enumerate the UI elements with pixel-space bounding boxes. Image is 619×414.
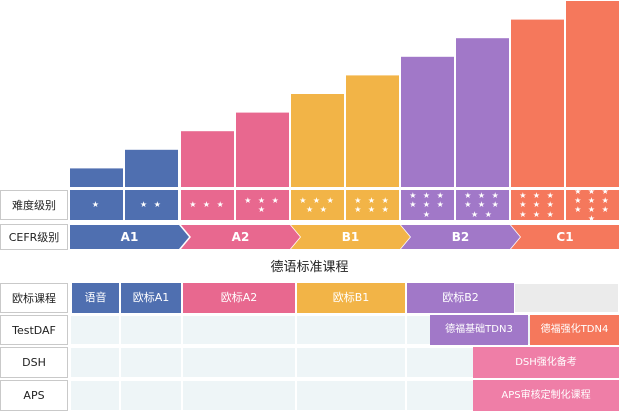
- difficulty-bar-5: [291, 94, 344, 187]
- grid-cell: [120, 380, 182, 411]
- grid-cell: [70, 347, 120, 378]
- difficulty-bar-8: [456, 38, 509, 188]
- aps-row-label: APS: [0, 380, 68, 411]
- course-b2: 欧标B2: [407, 283, 514, 313]
- difficulty-row-label: 难度级别: [0, 190, 68, 220]
- cefr-a1: A1: [70, 225, 189, 249]
- difficulty-bar-10: [566, 1, 619, 187]
- difficulty-bar-6: [346, 75, 399, 187]
- course-tdn3: 德福基础TDN3: [430, 315, 528, 345]
- course-a1: 欧标A1: [121, 283, 181, 313]
- difficulty-stars-7: ★ ★ ★ ★ ★ ★ ★: [401, 190, 454, 220]
- cefr-b2-label: B2: [451, 230, 470, 244]
- grid-cell: [296, 347, 406, 378]
- difficulty-stars-10: ★ ★ ★ ★ ★ ★ ★ ★ ★ ★: [566, 187, 619, 223]
- grid-cell: [182, 347, 296, 378]
- difficulty-stars-5: ★ ★ ★ ★ ★: [291, 190, 344, 220]
- difficulty-bar-4: [236, 112, 289, 187]
- cefr-b1-label: B1: [341, 230, 360, 244]
- difficulty-bar-3: [181, 131, 234, 187]
- grid-cell: [296, 380, 406, 411]
- cefr-a1-label: A1: [120, 230, 139, 244]
- course-phonetics: 语音: [72, 283, 119, 313]
- difficulty-stars-3: ★ ★ ★: [181, 190, 234, 220]
- cefr-row-label: CEFR级别: [0, 224, 68, 250]
- dsh-row-label: DSH: [0, 347, 68, 378]
- difficulty-bar-9: [511, 19, 564, 187]
- difficulty-stars-9: ★ ★ ★ ★ ★ ★ ★ ★ ★: [511, 190, 564, 220]
- course-title: 德语标准课程: [270, 260, 349, 275]
- difficulty-bar-7: [401, 56, 454, 187]
- difficulty-stars-1: ★: [70, 190, 123, 220]
- difficulty-bar-2: [125, 149, 178, 187]
- grid-cell: [182, 380, 296, 411]
- difficulty-stars-2: ★ ★: [125, 190, 178, 220]
- cefr-c1-label: C1: [556, 230, 574, 244]
- difficulty-bar-1: [70, 168, 123, 187]
- europe-empty-cell: [514, 283, 619, 313]
- grid-cell: [70, 380, 120, 411]
- cefr-b1: B1: [291, 225, 410, 249]
- difficulty-bar-chart: [70, 1, 619, 188]
- course-aps: APS审核定制化课程: [473, 380, 619, 411]
- cefr-a2-label: A2: [231, 230, 250, 244]
- grid-cell: [70, 315, 120, 345]
- grid-cell: [182, 315, 296, 345]
- difficulty-stars-6: ★ ★ ★ ★ ★ ★: [346, 190, 399, 220]
- grid-cell: [296, 315, 406, 345]
- grid-cell: [120, 315, 182, 345]
- course-dsh: DSH强化备考: [473, 347, 619, 378]
- difficulty-stars-4: ★ ★ ★ ★: [236, 190, 289, 220]
- grid-cell: [120, 347, 182, 378]
- cefr-c1: C1: [511, 225, 619, 249]
- testdaf-row-label: TestDAF: [0, 315, 68, 345]
- cefr-b2: B2: [401, 225, 520, 249]
- cefr-a2: A2: [181, 225, 300, 249]
- difficulty-stars-8: ★ ★ ★ ★ ★ ★ ★ ★: [456, 190, 509, 220]
- europe-row-label: 欧标课程: [0, 283, 68, 313]
- course-tdn4: 德福强化TDN4: [530, 315, 619, 345]
- course-b1: 欧标B1: [297, 283, 405, 313]
- course-a2: 欧标A2: [183, 283, 295, 313]
